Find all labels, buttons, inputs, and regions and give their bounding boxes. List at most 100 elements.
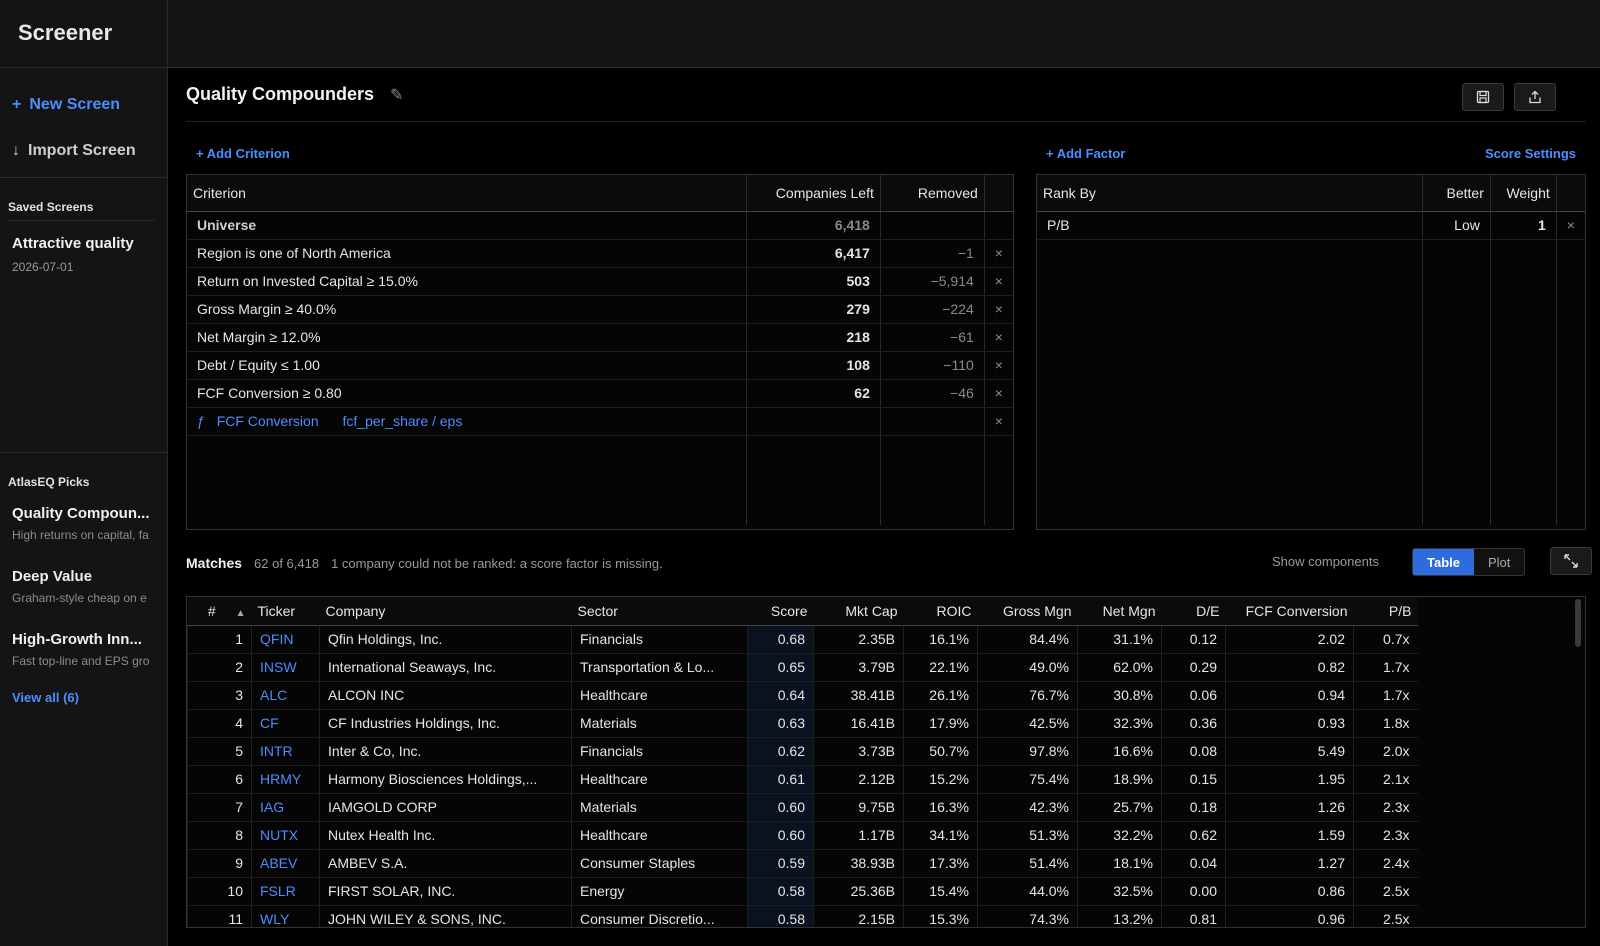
expand-button[interactable] — [1550, 547, 1592, 575]
ticker-link[interactable]: INTR — [251, 737, 320, 766]
ticker-link[interactable]: WLY — [251, 905, 320, 927]
ticker-link[interactable]: ALC — [251, 681, 320, 710]
score-column-header[interactable]: Score — [747, 597, 814, 626]
score-cell: 0.63 — [747, 709, 814, 738]
de-column-header[interactable]: D/E — [1161, 597, 1226, 626]
criterion-row[interactable]: FCF Conversion ≥ 0.80 62 −46 × — [187, 379, 1013, 408]
share-button[interactable] — [1514, 83, 1556, 111]
roic-cell: 17.3% — [903, 849, 978, 878]
add-factor-button[interactable]: + Add Factor — [1046, 145, 1126, 161]
table-row[interactable]: 6 HRMY Harmony Biosciences Holdings,... Hea… — [187, 765, 1418, 794]
ticker-link[interactable]: ABEV — [251, 849, 320, 878]
saved-screen-item[interactable]: Attractive quality 2026-07-01 — [8, 221, 159, 274]
sector-cell: Materials — [571, 709, 748, 738]
criterion-row[interactable]: Net Margin ≥ 12.0% 218 −61 × — [187, 323, 1013, 352]
rank-factor-name[interactable]: P/B — [1037, 211, 1423, 240]
results-scrollbar[interactable] — [1575, 599, 1581, 647]
pick-item[interactable]: Deep Value Graham-style cheap on e — [0, 558, 168, 621]
sector-column-header[interactable]: Sector — [571, 597, 748, 626]
table-row[interactable]: 10 FSLR FIRST SOLAR, INC. Energy 0.58 25.36B 1… — [187, 877, 1418, 906]
rank-by-header[interactable]: Rank By — [1037, 175, 1423, 212]
gross-mgn-cell: 42.3% — [977, 793, 1078, 822]
pb-column-header[interactable]: P/B — [1353, 597, 1418, 626]
roic-cell: 15.3% — [903, 905, 978, 927]
close-icon[interactable]: × — [983, 239, 1013, 268]
close-icon[interactable]: × — [983, 295, 1013, 324]
table-view-button[interactable]: Table — [1413, 549, 1474, 575]
ticker-link[interactable]: INSW — [251, 653, 320, 682]
save-button[interactable] — [1462, 83, 1504, 111]
net-mgn-cell: 62.0% — [1077, 653, 1162, 682]
close-icon[interactable]: × — [983, 379, 1013, 408]
rank-factor-row[interactable]: P/B Low 1 × — [1037, 211, 1585, 240]
ticker-link[interactable]: QFIN — [251, 625, 320, 654]
ticker-link[interactable]: CF — [251, 709, 320, 738]
net-mgn-column-header[interactable]: Net Mgn — [1077, 597, 1162, 626]
table-row[interactable]: 11 WLY JOHN WILEY & SONS, INC. Consumer Dis… — [187, 905, 1418, 927]
criterion-row[interactable]: Return on Invested Capital ≥ 15.0% 503 −… — [187, 267, 1013, 296]
criterion-label: Region is one of North America — [187, 239, 747, 268]
close-icon[interactable]: × — [983, 351, 1013, 380]
ticker-link[interactable]: IAG — [251, 793, 320, 822]
gross-mgn-column-header[interactable]: Gross Mgn — [977, 597, 1078, 626]
formula-expression[interactable]: fcf_per_share / eps — [342, 413, 463, 429]
table-row[interactable]: 8 NUTX Nutex Health Inc. Healthcare 0.60 1.17… — [187, 821, 1418, 850]
pick-item[interactable]: High-Growth Inn... Fast top-line and EPS… — [0, 621, 168, 684]
ticker-link[interactable]: NUTX — [251, 821, 320, 850]
table-row[interactable]: 4 CF CF Industries Holdings, Inc. Materials… — [187, 709, 1418, 738]
weight-header[interactable]: Weight — [1489, 175, 1557, 212]
criterion-row[interactable]: Debt / Equity ≤ 1.00 108 −110 × — [187, 351, 1013, 380]
close-icon[interactable]: × — [983, 407, 1013, 436]
matches-count: 62 of 6,418 — [254, 555, 320, 571]
table-row[interactable]: 7 IAG IAMGOLD CORP Materials 0.60 9.75B 16.3% 4… — [187, 793, 1418, 822]
table-row[interactable]: 3 ALC ALCON INC Healthcare 0.64 38.41B 26.1% 76… — [187, 681, 1418, 710]
criterion-row[interactable]: Gross Margin ≥ 40.0% 279 −224 × — [187, 295, 1013, 324]
close-icon[interactable]: × — [983, 267, 1013, 296]
close-icon[interactable]: × — [983, 323, 1013, 352]
better-header[interactable]: Better — [1422, 175, 1491, 212]
score-cell: 0.64 — [747, 681, 814, 710]
fcf-conversion-column-header[interactable]: FCF Conversion — [1225, 597, 1354, 626]
import-screen-button[interactable]: ↓ Import Screen — [0, 128, 167, 174]
rank-factor-better[interactable]: Low — [1422, 211, 1491, 240]
view-all-link[interactable]: View all (6) — [12, 690, 79, 705]
table-row[interactable]: 9 ABEV AMBEV S.A. Consumer Staples 0.59 38.93… — [187, 849, 1418, 878]
score-settings-button[interactable]: Score Settings — [1484, 145, 1576, 161]
gross-mgn-cell: 42.5% — [977, 709, 1078, 738]
rank-column-header[interactable]: # ▲ — [187, 597, 252, 626]
pb-cell: 2.0x — [1353, 737, 1418, 766]
new-screen-button[interactable]: + New Screen — [0, 82, 167, 128]
close-icon[interactable]: × — [1555, 211, 1585, 240]
ticker-link[interactable]: HRMY — [251, 765, 320, 794]
score-cell: 0.65 — [747, 653, 814, 682]
roic-column-header[interactable]: ROIC — [903, 597, 978, 626]
ticker-link[interactable]: FSLR — [251, 877, 320, 906]
add-criterion-button[interactable]: + Add Criterion — [196, 145, 290, 161]
formula-name[interactable]: FCF Conversion — [216, 413, 319, 429]
removed-header[interactable]: Removed — [879, 175, 985, 212]
table-row[interactable]: 2 INSW International Seaways, Inc. Transpor… — [187, 653, 1418, 682]
table-row[interactable]: 5 INTR Inter & Co, Inc. Financials 0.62 3.73B… — [187, 737, 1418, 766]
formula-row[interactable]: ƒ FCF Conversion fcf_per_share / eps × — [187, 407, 1013, 436]
rank-cell: 2 — [187, 653, 252, 682]
table-row[interactable]: 1 QFIN Qfin Holdings, Inc. Financials 0.68 2.… — [187, 625, 1418, 654]
ticker-column-header[interactable]: Ticker — [251, 597, 320, 626]
sector-cell: Financials — [571, 737, 748, 766]
company-column-header[interactable]: Company — [319, 597, 572, 626]
criterion-row[interactable]: Region is one of North America 6,417 −1 … — [187, 239, 1013, 268]
mkt-cap-column-header[interactable]: Mkt Cap — [813, 597, 904, 626]
pencil-icon[interactable]: ✎ — [390, 86, 404, 104]
roic-cell: 22.1% — [903, 653, 978, 682]
pick-item[interactable]: Quality Compoun... High returns on capit… — [0, 495, 168, 558]
show-components-toggle[interactable]: Show components — [1272, 554, 1379, 569]
criterion-header[interactable]: Criterion — [187, 175, 747, 212]
companies-left-header[interactable]: Companies Left — [745, 175, 881, 212]
fcf-conversion-cell: 1.59 — [1225, 821, 1354, 850]
company-cell: Nutex Health Inc. — [319, 821, 572, 850]
rank-cell: 10 — [187, 877, 252, 906]
de-cell: 0.04 — [1161, 849, 1226, 878]
plot-view-button[interactable]: Plot — [1488, 554, 1511, 570]
rank-factor-weight[interactable]: 1 — [1489, 211, 1557, 240]
pb-cell: 2.5x — [1353, 905, 1418, 927]
net-mgn-cell: 18.9% — [1077, 765, 1162, 794]
